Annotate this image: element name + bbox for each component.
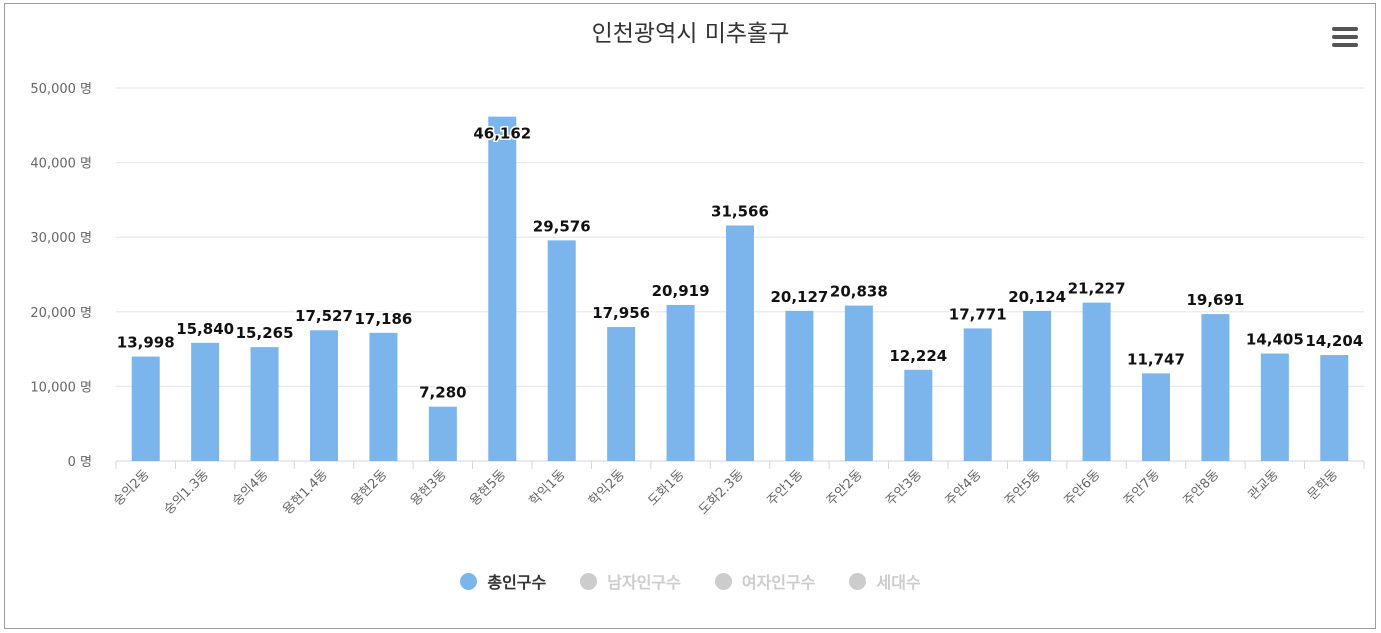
- x-tick-label: 주안5동: [1002, 467, 1044, 509]
- x-tick-label: 문학동: [1305, 467, 1341, 503]
- x-tick-label: 주안4동: [943, 467, 985, 509]
- legend-label: 여자인구수: [741, 573, 816, 592]
- data-label: 20,127: [770, 288, 828, 306]
- x-tick-label: 용현2동: [348, 467, 390, 509]
- x-tick-label: 숭의2동: [111, 467, 153, 509]
- y-tick-label: 20,000 명: [30, 306, 92, 321]
- x-tick-label: 숭의1.3동: [161, 467, 212, 518]
- x-tick-label: 주안1동: [764, 467, 806, 509]
- legend-label: 남자인구수: [607, 573, 681, 592]
- x-tick-label: 주안3동: [883, 467, 925, 509]
- x-tick-label: 용현5동: [467, 467, 509, 509]
- bar: [191, 342, 220, 461]
- chart-title: 인천광역시 미추홀구: [591, 21, 790, 47]
- y-tick-label: 30,000 명: [30, 231, 92, 246]
- x-tick-label: 도화2.3동: [696, 467, 747, 518]
- legend-item-total[interactable]: 총인구수: [460, 569, 546, 593]
- legend-dot-icon: [849, 572, 867, 590]
- x-tick-label: 주안8동: [1180, 467, 1222, 509]
- bar: [607, 327, 636, 461]
- data-label: 29,576: [533, 217, 591, 235]
- x-tick-label: 주안7동: [1121, 467, 1163, 509]
- data-label: 46,162: [473, 125, 531, 143]
- data-label: 12,224: [889, 347, 947, 365]
- bar: [428, 406, 457, 461]
- y-tick-label: 10,000 명: [30, 380, 92, 395]
- data-label: 21,227: [1068, 280, 1126, 298]
- x-tick-label: 주안2동: [824, 467, 866, 509]
- bar: [131, 356, 160, 461]
- data-label: 17,527: [295, 307, 353, 325]
- x-tick-label: 숭의4동: [230, 467, 272, 509]
- y-tick-label: 50,000 명: [30, 82, 92, 97]
- data-label: 7,280: [419, 384, 466, 402]
- legend-label: 총인구수: [487, 573, 547, 592]
- bar: [310, 330, 338, 461]
- x-tick-label: 용현3동: [408, 467, 450, 509]
- bar: [547, 240, 576, 461]
- hamburger-menu-icon[interactable]: [1332, 27, 1358, 49]
- bar: [963, 328, 992, 461]
- bar: [488, 116, 517, 462]
- legend-dot-icon: [714, 572, 732, 590]
- legend-item-households[interactable]: 세대수: [849, 569, 921, 593]
- x-tick-label: 용현1.4동: [280, 467, 331, 518]
- bar: [1260, 353, 1289, 461]
- data-label: 20,919: [652, 282, 710, 300]
- data-label: 11,747: [1127, 350, 1185, 368]
- bar: [1201, 314, 1230, 461]
- bar: [369, 332, 398, 461]
- data-label: 20,838: [830, 283, 888, 301]
- bar: [1142, 373, 1170, 461]
- bar: [1320, 355, 1349, 461]
- x-tick-label: 도화1동: [646, 467, 688, 509]
- legend-dot-icon: [460, 572, 478, 590]
- data-label: 15,840: [176, 320, 234, 338]
- data-label: 15,265: [236, 324, 294, 342]
- y-tick-label: 0 명: [68, 455, 92, 470]
- legend-label: 세대수: [876, 573, 921, 592]
- data-label: 17,956: [592, 304, 650, 322]
- bar: [785, 310, 814, 461]
- x-tick-label: 관교동: [1246, 467, 1282, 503]
- legend: 총인구수 남자인구수 여자인구수 세대수: [0, 569, 1381, 593]
- bar: [1023, 310, 1052, 461]
- legend-item-male[interactable]: 남자인구수: [580, 569, 681, 593]
- bar: [726, 225, 754, 461]
- data-label: 19,691: [1186, 291, 1244, 309]
- y-tick-label: 40,000 명: [30, 157, 92, 172]
- data-label: 31,566: [711, 203, 769, 221]
- legend-item-female[interactable]: 여자인구수: [714, 569, 816, 593]
- bar-chart: 0 명 10,000 명 20,000 명 30,000 명 40,000 명 50,00…: [30, 82, 1364, 518]
- bar: [666, 304, 695, 461]
- bar: [250, 347, 279, 461]
- bar: [1082, 302, 1111, 461]
- data-label: 20,124: [1008, 288, 1066, 306]
- data-label: 14,405: [1246, 331, 1304, 349]
- x-tick-label: 학익1동: [527, 467, 569, 509]
- x-tick-label: 주안6동: [1062, 467, 1104, 509]
- data-label: 14,204: [1305, 332, 1363, 350]
- bar: [844, 305, 873, 461]
- legend-dot-icon: [580, 572, 598, 590]
- bar: [904, 369, 933, 461]
- x-tick-label: 학익2동: [586, 467, 628, 509]
- data-label: 17,771: [949, 305, 1007, 323]
- data-label: 17,186: [354, 310, 412, 328]
- data-label: 13,998: [117, 334, 175, 352]
